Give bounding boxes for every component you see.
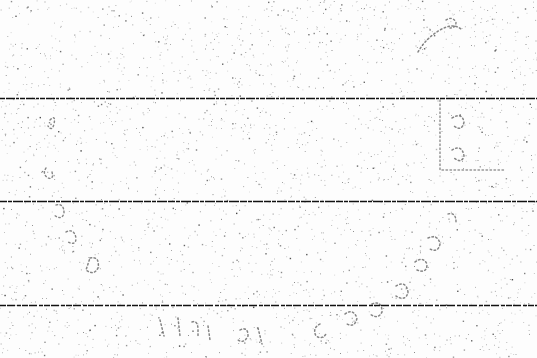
horizontal-rule-bottom bbox=[0, 304, 537, 307]
horizontal-rule-top bbox=[0, 97, 537, 100]
horizontal-rule-middle bbox=[0, 200, 537, 203]
